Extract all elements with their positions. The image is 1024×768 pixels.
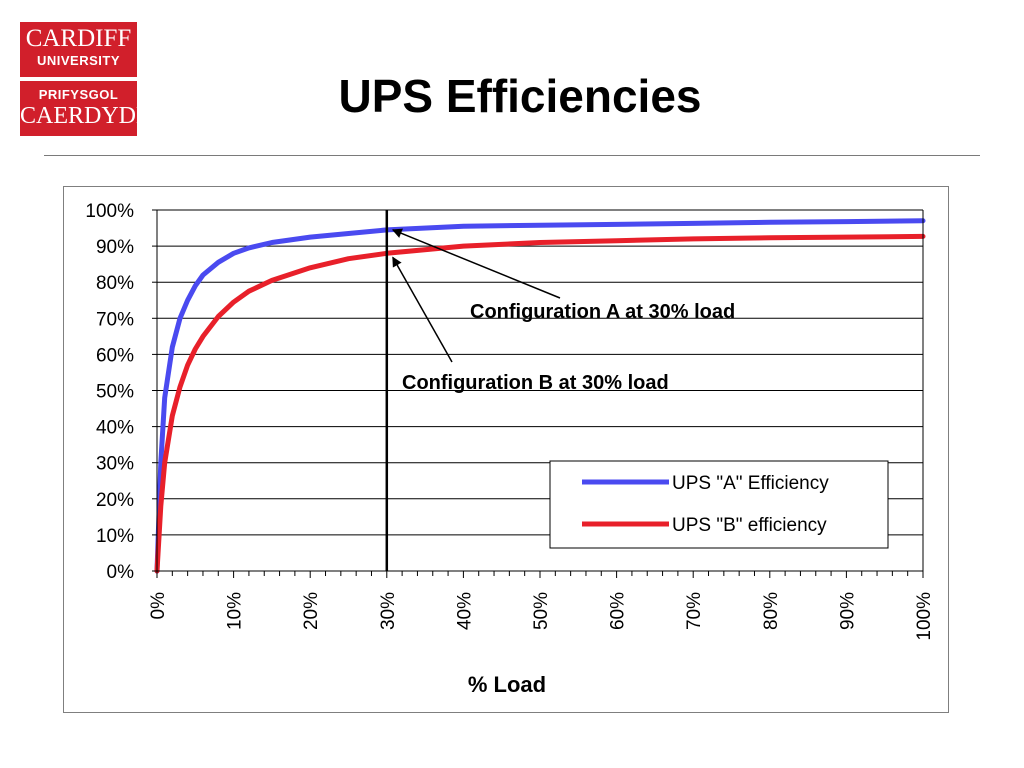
y-tick-label: 60% [96,345,134,366]
y-tick-label: 80% [96,273,134,294]
logo-text-cardiff: CARDIFF [25,25,132,52]
logo-text-prifysgol: PRIFYSGOL [38,87,119,102]
x-tick-label: 100% [914,592,935,641]
series-line-ups-a [154,218,926,574]
x-tick-label: 0% [148,592,169,620]
y-tick-label: 70% [96,309,134,330]
y-tick-label: 20% [96,490,134,511]
x-tick-label: 80% [761,592,782,630]
x-tick-label: 20% [301,592,322,630]
y-tick-label: 50% [96,382,134,403]
y-tick-label: 0% [107,562,135,583]
slide-title: UPS Efficiencies [338,70,702,122]
x-tick-label: 70% [684,592,705,630]
annotation-arrow-b [392,256,453,363]
x-axis-title: % Load [468,672,546,697]
x-tick-label: 30% [378,592,399,630]
y-tick-label: 10% [96,526,134,547]
logo-text-caerdydd: CAERDYDD [20,103,154,129]
series-line-ups-b [154,233,926,574]
y-tick-label: 100% [85,201,134,222]
legend-label-ups-b: UPS "B" efficiency [672,515,827,536]
x-tick-label: 90% [837,592,858,630]
y-tick-label: 30% [96,454,134,475]
x-tick-label: 60% [608,592,629,630]
y-tick-label: 90% [96,237,134,258]
legend-label-ups-a: UPS "A" Efficiency [672,473,829,494]
legend-box [549,460,889,549]
x-tick-label: 10% [225,592,246,630]
annotation-arrow-a [391,228,561,299]
logo-bottom-block: PRIFYSGOL CAERDYDD [20,81,154,136]
logo-top-block: CARDIFF UNIVERSITY [20,22,137,77]
x-tick-label: 40% [454,592,475,630]
title-divider [44,155,980,156]
y-tick-label: 40% [96,418,134,439]
logo-text-university: UNIVERSITY [36,53,120,68]
annotation-config-a: Configuration A at 30% load [470,301,735,323]
cardiff-university-logo: CARDIFF UNIVERSITY PRIFYSGOL CAERDYDD [20,22,154,136]
annotation-config-b: Configuration B at 30% load [402,372,669,394]
chart-frame [63,186,949,713]
x-tick-label: 50% [531,592,552,630]
